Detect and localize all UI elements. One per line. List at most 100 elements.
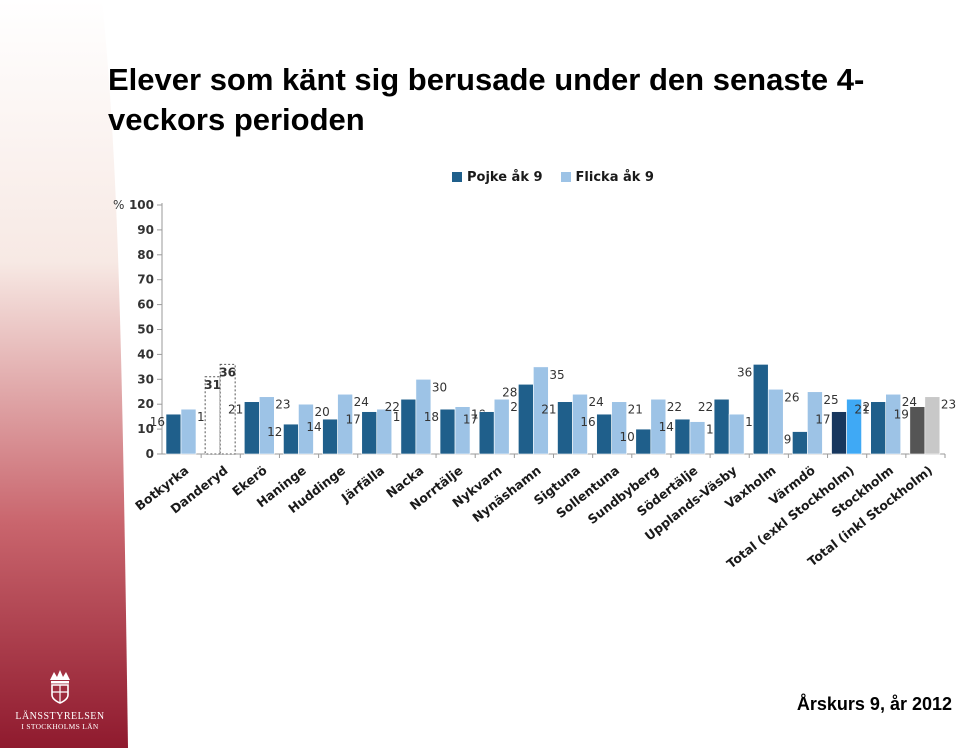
data-label-pojke: 22 bbox=[698, 400, 713, 414]
crown-icon bbox=[50, 670, 70, 704]
bar-flicka bbox=[337, 393, 353, 455]
bar-pojke bbox=[283, 423, 299, 455]
bar-flicka bbox=[611, 401, 627, 455]
data-label-pojke: 16 bbox=[150, 415, 165, 429]
x-category-label: Järfälla bbox=[338, 463, 388, 506]
data-label-pojke: 14 bbox=[659, 420, 674, 434]
bar-pojke bbox=[831, 411, 847, 455]
data-label-pojke: 12 bbox=[267, 425, 282, 439]
bar-pojke bbox=[596, 413, 612, 455]
legend-item-pojke: Pojke åk 9 bbox=[452, 170, 543, 185]
bar-flicka bbox=[885, 393, 902, 455]
data-label-pojke: 18 bbox=[424, 410, 439, 424]
data-label-pojke: 21 bbox=[854, 403, 869, 417]
data-label-flicka: 26 bbox=[784, 390, 799, 404]
data-label-flicka: 23 bbox=[275, 398, 290, 412]
bar-pojke bbox=[792, 431, 808, 455]
data-label-flicka: 25 bbox=[823, 393, 838, 407]
footer-note: Årskurs 9, år 2012 bbox=[796, 694, 952, 714]
data-label-pojke: 21 bbox=[541, 403, 556, 417]
y-tick-label: 90 bbox=[137, 223, 154, 237]
bar-pojke bbox=[909, 406, 926, 455]
bar-pojke bbox=[518, 383, 534, 455]
legend-swatch-flicka bbox=[560, 172, 571, 182]
bar-flicka bbox=[728, 413, 745, 455]
data-label-flicka: 24 bbox=[902, 395, 917, 409]
bar-pojke bbox=[400, 398, 417, 455]
data-label-pojke: 17 bbox=[463, 413, 478, 427]
bar-flicka bbox=[219, 363, 236, 455]
chart-legend: Pojke åk 9 Flicka åk 9 bbox=[452, 167, 654, 187]
data-label-pojke: 17 bbox=[345, 413, 360, 427]
y-tick-label: 70 bbox=[137, 273, 154, 287]
side-band bbox=[0, 0, 128, 748]
data-label-pojke: 16 bbox=[580, 415, 595, 429]
bar-pojke bbox=[439, 408, 456, 455]
data-label-flicka: 23 bbox=[941, 398, 956, 412]
bar-flicka bbox=[533, 366, 549, 455]
page-title: Elever som känt sig berusade under den s… bbox=[108, 62, 865, 137]
bar-pojke bbox=[674, 418, 691, 455]
bar-flicka bbox=[846, 398, 862, 455]
data-label-pojke: 22 bbox=[385, 400, 400, 414]
bar-pojke bbox=[752, 364, 769, 455]
bar-flicka bbox=[415, 378, 432, 455]
bar-flicka bbox=[493, 398, 510, 455]
bar-flicka bbox=[689, 421, 706, 455]
y-tick-label: 20 bbox=[137, 397, 154, 411]
bar-pojke bbox=[244, 401, 260, 455]
data-label-pojke: 28 bbox=[502, 385, 517, 399]
data-label-pojke: 10 bbox=[620, 430, 635, 444]
data-label-pojke: 14 bbox=[306, 420, 321, 434]
bar-pojke bbox=[870, 401, 887, 455]
data-label-pojke: 17 bbox=[815, 413, 830, 427]
bar-pojke bbox=[165, 413, 182, 455]
bar-flicka bbox=[807, 391, 823, 455]
data-label-pojke: 21 bbox=[228, 403, 243, 417]
data-label-pojke: 31 bbox=[204, 378, 221, 392]
y-tick-label: 40 bbox=[137, 347, 154, 361]
bar-flicka bbox=[924, 396, 941, 455]
legend-item-flicka: Flicka åk 9 bbox=[560, 169, 654, 185]
data-label-flicka: 36 bbox=[219, 365, 236, 379]
data-label-flicka: 30 bbox=[432, 380, 447, 394]
lansstyrelsen-logo: LÄNSSTYRELSEN I STOCKHOLMS LÄN bbox=[10, 668, 110, 731]
y-tick-label: 10 bbox=[137, 422, 154, 436]
bar-flicka bbox=[767, 388, 784, 455]
data-label-pojke: 36 bbox=[737, 365, 752, 379]
y-tick-label: 100 bbox=[129, 198, 154, 212]
data-label-flicka: 22 bbox=[667, 400, 682, 414]
data-label-flicka: 35 bbox=[549, 368, 564, 382]
bar-flicka bbox=[454, 406, 471, 455]
y-tick-label: 30 bbox=[137, 372, 154, 386]
legend-label-flicka: Flicka åk 9 bbox=[575, 169, 654, 185]
y-tick-label: 0 bbox=[146, 447, 154, 461]
y-tick-label: 50 bbox=[137, 323, 154, 337]
bar-pojke bbox=[478, 411, 495, 455]
data-label-pojke: 19 bbox=[894, 408, 909, 422]
y-axis-label: % bbox=[113, 198, 124, 212]
bar-flicka bbox=[376, 408, 393, 455]
legend-label-pojke: Pojke åk 9 bbox=[467, 169, 543, 185]
data-label-pojke: 9 bbox=[784, 433, 792, 447]
data-label-flicka: 24 bbox=[589, 395, 604, 409]
bar-flicka bbox=[572, 393, 588, 455]
bar-pojke bbox=[713, 398, 730, 455]
logo-line-1: LÄNSSTYRELSEN bbox=[15, 711, 105, 722]
data-label-flicka: 20 bbox=[314, 405, 329, 419]
bar-flicka bbox=[180, 408, 197, 455]
data-label-flicka: 21 bbox=[628, 403, 643, 417]
bar-pojke bbox=[361, 411, 378, 455]
legend-swatch-pojke bbox=[452, 172, 462, 182]
y-tick-label: 60 bbox=[137, 298, 154, 312]
logo-line-2: I STOCKHOLMS LÄN bbox=[21, 722, 99, 731]
bar-pojke bbox=[322, 418, 338, 455]
bar-pojke bbox=[635, 428, 652, 455]
bar-pojke bbox=[557, 401, 573, 455]
bar-flicka bbox=[298, 403, 314, 455]
data-label-flicka: 24 bbox=[354, 395, 369, 409]
bar-flicka bbox=[650, 398, 667, 455]
bar-flicka bbox=[258, 396, 275, 455]
y-tick-label: 80 bbox=[137, 248, 154, 262]
